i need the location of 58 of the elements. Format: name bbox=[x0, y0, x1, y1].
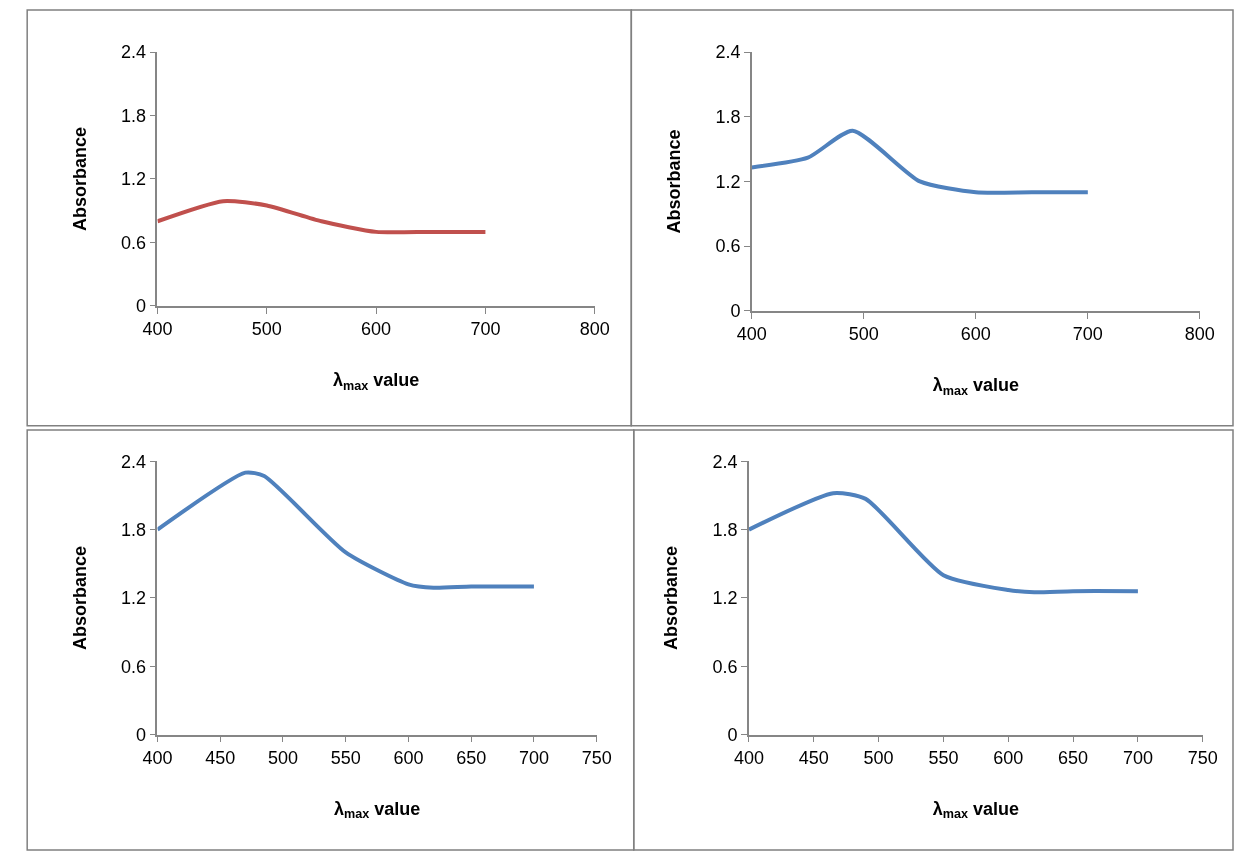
y-axis-title: Absorbance bbox=[661, 545, 682, 651]
x-axis-title: λ$_{max}$ value bbox=[332, 369, 420, 393]
y-tick-label: 1.8 bbox=[121, 519, 147, 540]
y-tick-label: 2.4 bbox=[121, 42, 147, 63]
x-tick-label: 550 bbox=[330, 748, 361, 769]
y-tick-label: 0.6 bbox=[715, 236, 741, 257]
x-tick-label: 500 bbox=[863, 748, 894, 769]
y-tick-label: 0 bbox=[730, 301, 741, 322]
x-tick-label: 700 bbox=[1122, 748, 1153, 769]
x-tick-label: 700 bbox=[1072, 324, 1103, 345]
line-series bbox=[157, 199, 488, 235]
y-tick-label: 2.4 bbox=[715, 42, 741, 63]
x-axis-title: λ$_{max}$ value bbox=[333, 798, 421, 822]
x-tick-label: 500 bbox=[848, 324, 879, 345]
x-tick-label: 400 bbox=[142, 319, 173, 340]
x-tick-label: 450 bbox=[205, 748, 236, 769]
x-axis-title: λ$_{max}$ value bbox=[932, 798, 1019, 822]
x-tick-label: 600 bbox=[993, 748, 1024, 769]
line-series bbox=[748, 491, 1140, 595]
y-tick-label: 1.2 bbox=[715, 171, 741, 192]
x-tick-label: 700 bbox=[470, 319, 501, 340]
x-tick-label: 750 bbox=[1187, 748, 1218, 769]
x-tick-label: 400 bbox=[733, 748, 764, 769]
x-tick-label: 800 bbox=[1184, 324, 1215, 345]
x-tick-label: 700 bbox=[518, 748, 549, 769]
y-axis-title: Absorbance bbox=[69, 126, 90, 231]
y-tick-label: 1.2 bbox=[121, 588, 147, 609]
x-tick-label: 800 bbox=[579, 319, 610, 340]
x-tick-label: 400 bbox=[736, 324, 767, 345]
x-axis-title: λ$_{max}$ value bbox=[932, 374, 1019, 398]
y-tick-label: 0.6 bbox=[121, 232, 147, 253]
y-tick-label: 1.8 bbox=[715, 107, 741, 128]
y-tick-label: 0 bbox=[136, 725, 147, 746]
x-tick-label: 500 bbox=[267, 748, 298, 769]
y-tick-label: 1.8 bbox=[712, 519, 738, 540]
y-axis-title: Absorbance bbox=[69, 545, 90, 651]
line-series bbox=[157, 470, 536, 590]
x-tick-label: 600 bbox=[393, 748, 424, 769]
x-tick-label: 650 bbox=[456, 748, 487, 769]
y-axis-title: Absorbance bbox=[664, 129, 685, 234]
x-tick-label: 600 bbox=[960, 324, 991, 345]
y-tick-label: 2.4 bbox=[712, 451, 738, 472]
line-series bbox=[751, 128, 1090, 195]
y-tick-label: 1.2 bbox=[712, 588, 738, 609]
x-tick-label: 600 bbox=[361, 319, 392, 340]
y-tick-label: 0.6 bbox=[121, 656, 147, 677]
x-tick-label: 750 bbox=[581, 748, 612, 769]
y-tick-label: 2.4 bbox=[121, 451, 147, 472]
y-tick-label: 1.2 bbox=[121, 169, 147, 190]
y-tick-label: 1.8 bbox=[121, 105, 147, 126]
y-tick-label: 0 bbox=[727, 725, 738, 746]
x-tick-label: 500 bbox=[251, 319, 282, 340]
y-tick-label: 0 bbox=[136, 296, 147, 317]
x-tick-label: 550 bbox=[928, 748, 959, 769]
y-tick-label: 0.6 bbox=[712, 656, 738, 677]
x-tick-label: 400 bbox=[142, 748, 173, 769]
x-tick-label: 650 bbox=[1058, 748, 1089, 769]
x-tick-label: 450 bbox=[798, 748, 829, 769]
